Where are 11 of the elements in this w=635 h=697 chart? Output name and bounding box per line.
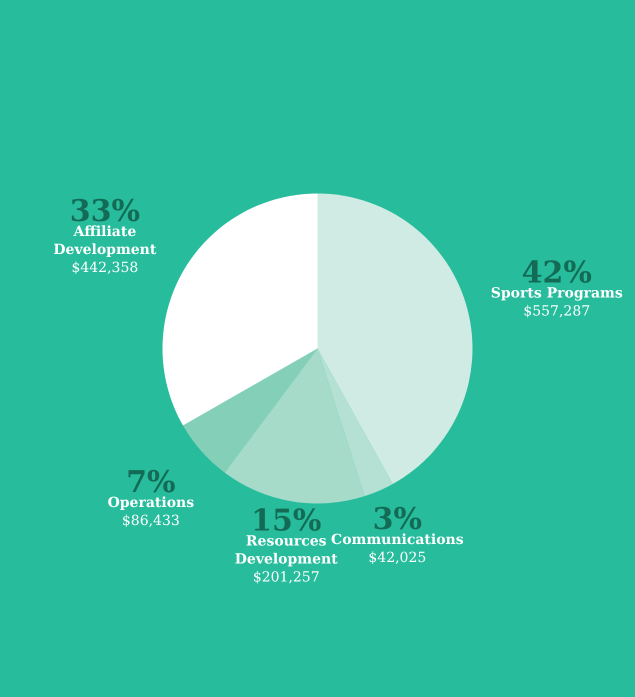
data-label: $42,025: [368, 550, 426, 566]
pie-slice: [182, 348, 318, 473]
data-label: $86,433: [122, 512, 180, 529]
data-label: $442,358: [71, 260, 138, 276]
pie-slice: [318, 194, 472, 484]
pie-slice: [162, 194, 318, 426]
pie-slice: [224, 348, 365, 504]
data-label: $201,257: [252, 569, 320, 586]
data-label: $557,287: [523, 303, 590, 320]
pie-slice: [318, 348, 393, 496]
slice-label: Operations: [108, 494, 194, 511]
